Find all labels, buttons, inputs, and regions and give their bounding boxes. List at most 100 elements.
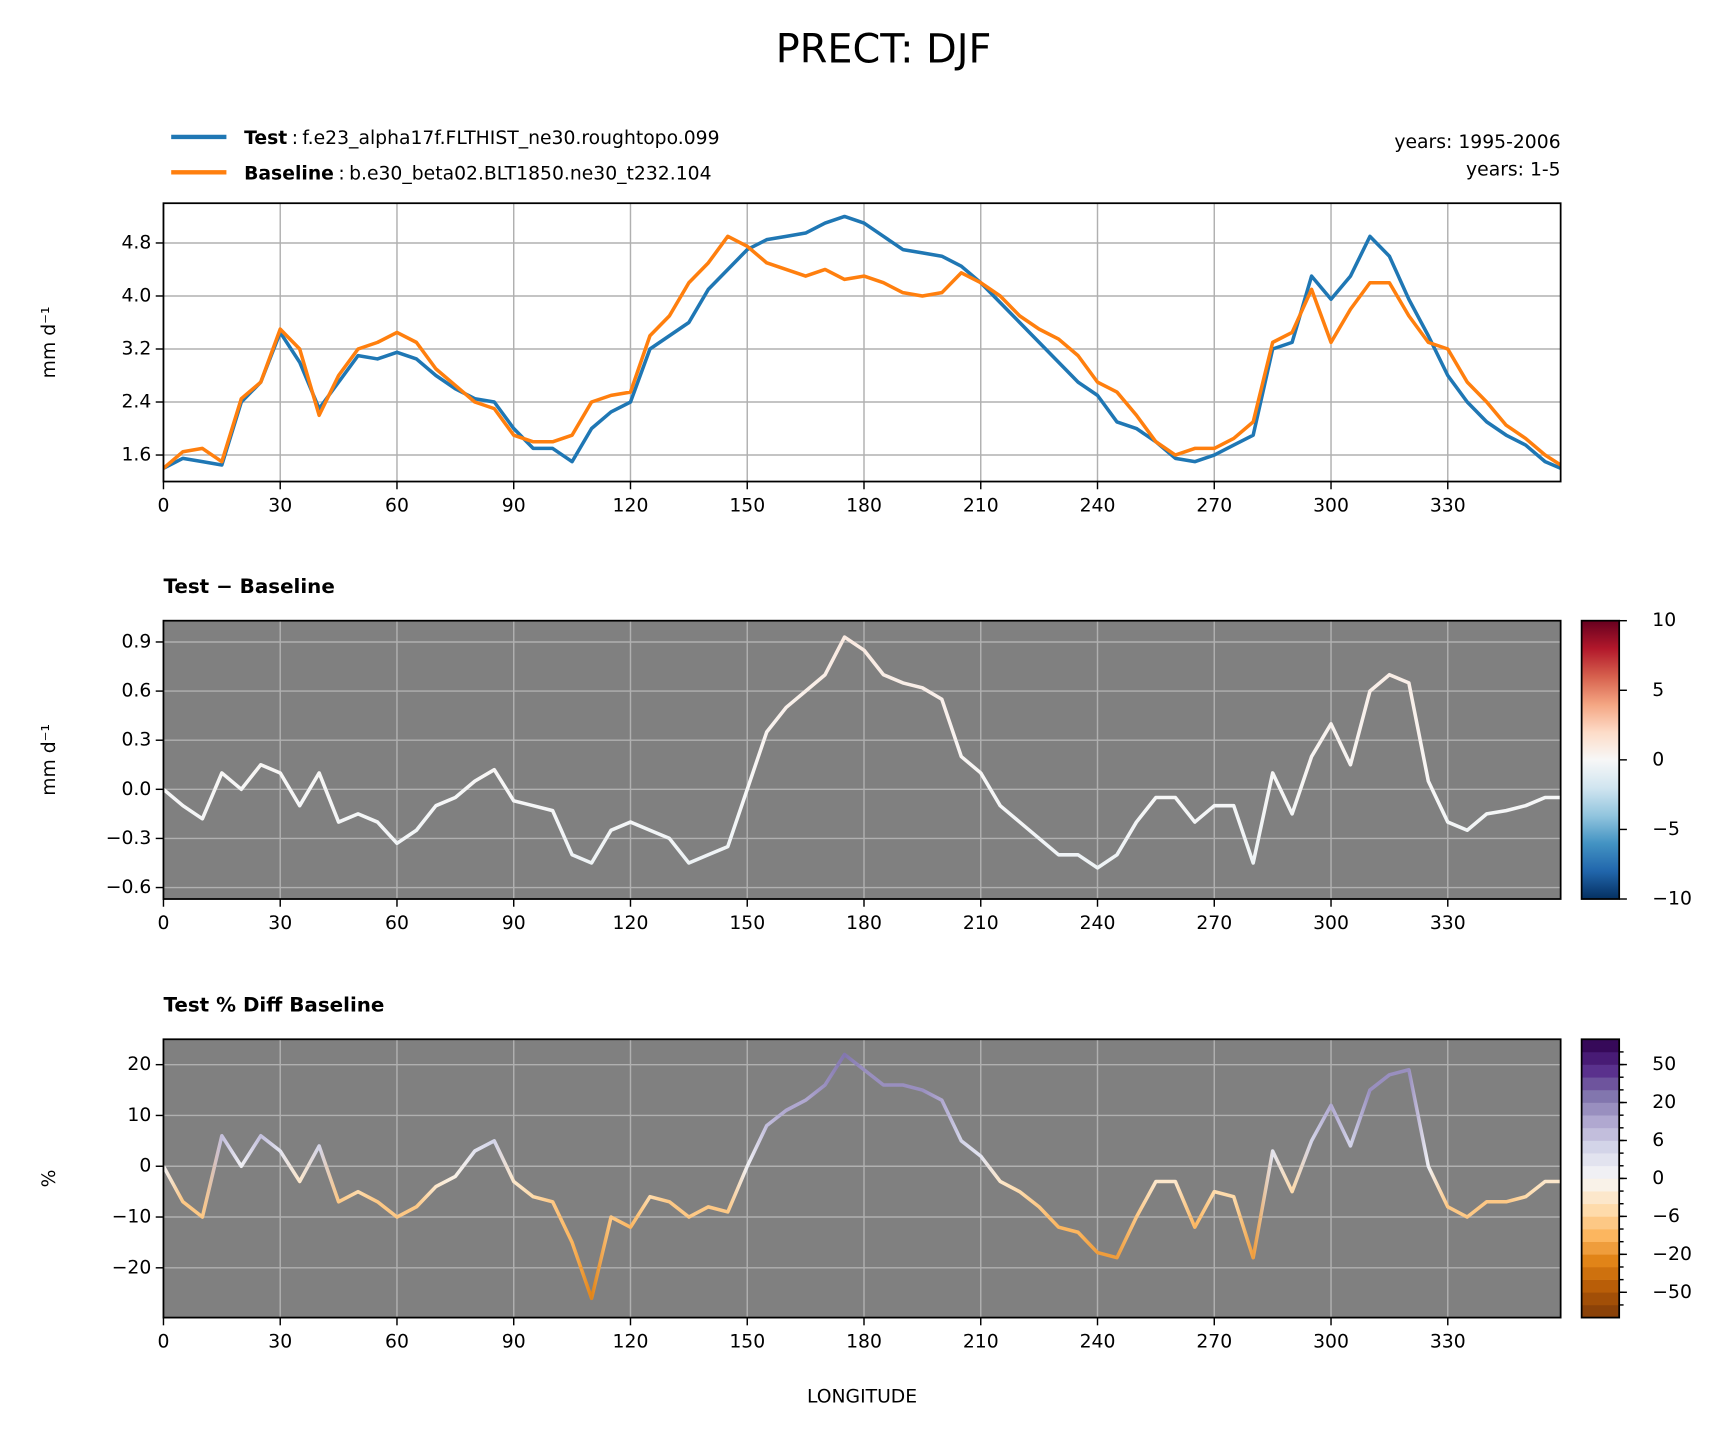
colorbar-bin: [1581, 1241, 1620, 1255]
y-tick-label: 0.3: [121, 730, 151, 751]
colorbar-bin: [1581, 1051, 1620, 1065]
y-tick-label: −0.6: [106, 877, 152, 898]
x-tick-label: 210: [963, 1331, 999, 1352]
data-line: [163, 234, 1561, 470]
colorbar-bin: [1581, 1039, 1620, 1053]
y-tick-label: 3.2: [121, 339, 151, 360]
colorbar-bin: [1581, 1304, 1620, 1318]
x-tick-label: 240: [1080, 495, 1116, 516]
colorbar-bin: [1581, 1102, 1620, 1116]
colorbar-tick-label: 0: [1652, 1168, 1664, 1189]
colorbar-bin: [1581, 1254, 1620, 1268]
years-label: years: 1-5: [1466, 160, 1561, 181]
colorbar-tick-label: −20: [1652, 1244, 1692, 1265]
colorbar-bin: [1581, 1216, 1620, 1230]
x-tick-label: 90: [502, 495, 526, 516]
legend-name: Test: [244, 128, 287, 149]
x-tick-label: 210: [963, 913, 999, 934]
x-tick-label: 120: [613, 495, 649, 516]
y-tick-label: 0.9: [121, 631, 151, 652]
y-tick-label: 0.6: [121, 681, 151, 702]
colorbar-bin: [1581, 1266, 1620, 1280]
legend-separator: :: [292, 128, 298, 149]
x-tick-label: 150: [729, 1331, 765, 1352]
plot-background: [163, 1039, 1561, 1318]
colorbar-bin: [1581, 1203, 1620, 1217]
figure-title: PRECT: DJF: [776, 26, 992, 72]
x-tick-label: 150: [729, 913, 765, 934]
colorbar-bin: [1581, 1165, 1620, 1179]
colorbar-bin: [1581, 1140, 1620, 1154]
legend-entry: Test: f.e23_alpha17f.FLTHIST_ne30.roughto…: [244, 128, 719, 149]
x-tick-label: 0: [157, 1331, 169, 1352]
panel-title: Test % Diff Baseline: [163, 994, 384, 1017]
colorbar-bin: [1581, 1089, 1620, 1103]
x-tick-label: 270: [1196, 913, 1232, 934]
colorbar-tick-label: −50: [1652, 1282, 1692, 1303]
colorbar-bin: [1581, 1077, 1620, 1091]
y-axis-label: mm d⁻¹: [39, 306, 60, 378]
plot-frame: [162, 202, 1562, 483]
y-tick-label: 0: [139, 1156, 151, 1177]
y-tick-label: 4.0: [121, 285, 151, 306]
legend-separator: :: [338, 163, 344, 184]
x-tick-label: 0: [157, 913, 169, 934]
y-tick-label: −10: [112, 1207, 152, 1228]
x-tick-label: 150: [729, 495, 765, 516]
colorbar: [1581, 620, 1620, 900]
x-tick-label: 300: [1313, 1331, 1349, 1352]
y-tick-label: 2.4: [121, 392, 151, 413]
panel-title: Test − Baseline: [163, 575, 334, 598]
legend-entry: Baseline: b.e30_beta02.BLT1850.ne30_t232.…: [244, 163, 711, 184]
x-tick-label: 120: [613, 1331, 649, 1352]
y-tick-label: −20: [112, 1257, 152, 1278]
x-tick-label: 330: [1430, 1331, 1466, 1352]
colorbar-bin: [1581, 1115, 1620, 1129]
y-tick-label: 0.0: [121, 779, 151, 800]
x-tick-label: 330: [1430, 913, 1466, 934]
colorbar-tick-label: 10: [1652, 610, 1676, 631]
y-tick-label: 10: [127, 1105, 151, 1126]
colorbar-bin: [1581, 1191, 1620, 1205]
legend-case: f.e23_alpha17f.FLTHIST_ne30.roughtopo.09…: [302, 128, 719, 149]
x-tick-label: 330: [1430, 495, 1466, 516]
x-tick-label: 90: [502, 913, 526, 934]
x-tick-label: 30: [268, 913, 292, 934]
colorbar-bin: [1581, 1064, 1620, 1078]
y-tick-label: 4.8: [121, 232, 151, 253]
x-tick-label: 0: [157, 495, 169, 516]
colorbar-bin: [1581, 1229, 1620, 1243]
colorbar-tick-label: 6: [1652, 1130, 1664, 1151]
x-tick-label: 270: [1196, 1331, 1232, 1352]
y-tick-label: 1.6: [121, 445, 151, 466]
x-tick-label: 180: [846, 1331, 882, 1352]
colorbar-bin: [1581, 1153, 1620, 1167]
x-tick-label: 180: [846, 913, 882, 934]
colorbar-tick-label: −6: [1652, 1206, 1680, 1227]
colorbar-tick-label: −5: [1652, 819, 1680, 840]
x-tick-label: 60: [385, 913, 409, 934]
plot-frame: [162, 1038, 1562, 1319]
y-axis-label: mm d⁻¹: [39, 724, 60, 796]
x-tick-label: 180: [846, 495, 882, 516]
x-tick-label: 60: [385, 1331, 409, 1352]
data-line: [163, 635, 1561, 870]
x-tick-label: 300: [1313, 495, 1349, 516]
x-axis-label: LONGITUDE: [807, 1387, 917, 1408]
data-line: [163, 214, 1561, 470]
colorbar-bin: [1581, 1292, 1620, 1306]
colorbar-bin: [1581, 1127, 1620, 1141]
x-tick-label: 30: [268, 1331, 292, 1352]
x-tick-label: 90: [502, 1331, 526, 1352]
x-tick-label: 60: [385, 495, 409, 516]
x-tick-label: 30: [268, 495, 292, 516]
colorbar-tick-label: 5: [1652, 680, 1664, 701]
colorbar-bin: [1581, 1279, 1620, 1293]
legend-name: Baseline: [244, 163, 334, 184]
x-tick-label: 270: [1196, 495, 1232, 516]
colorbar-tick-label: 0: [1652, 749, 1664, 770]
data-line: [163, 1052, 1561, 1301]
legend-case: b.e30_beta02.BLT1850.ne30_t232.104: [349, 163, 711, 184]
